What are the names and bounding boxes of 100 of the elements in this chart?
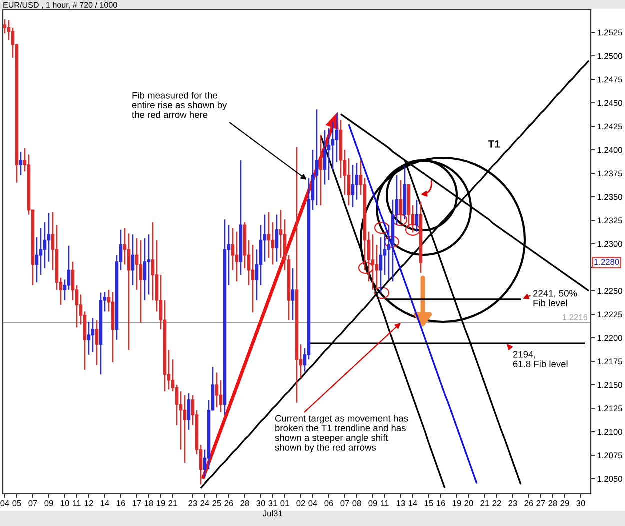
candlestick [267, 211, 271, 259]
y-tick-label: 1.2250 [598, 288, 622, 294]
x-tick-label: 02 [296, 500, 306, 506]
candlestick [235, 231, 239, 282]
candlestick [95, 320, 99, 366]
candlestick [379, 236, 383, 294]
annotation: 2241, 50% Fib level [533, 290, 578, 307]
x-tick-label: 14 [101, 500, 110, 506]
y-tick-label: 1.2150 [598, 382, 622, 388]
x-tick-label: 08 [352, 500, 362, 506]
candlestick [351, 164, 355, 208]
chart-title: EUR/USD , 1 hour, # 720 / 1000 [4, 2, 118, 9]
x-tick-label: 05 [12, 500, 22, 506]
x-tick-label: 11 [73, 500, 81, 506]
candlestick [47, 212, 51, 262]
candlestick [3, 18, 7, 34]
candlestick [415, 199, 419, 232]
candlestick [151, 222, 155, 302]
x-tick-label: 11 [381, 500, 389, 506]
candlestick [383, 234, 387, 276]
candlestick [315, 108, 319, 206]
y-tick-label: 1.2050 [598, 476, 622, 482]
x-tick-label: 31 [268, 500, 278, 506]
candlestick [19, 151, 23, 176]
candlestick [263, 214, 267, 262]
candlestick [271, 222, 275, 266]
y-tick-label: 1.2400 [598, 147, 622, 154]
x-tick-label: 23 [188, 500, 198, 506]
candlestick [7, 20, 11, 41]
x-tick-label: 30 [256, 500, 266, 506]
x-tick-label: 16 [437, 500, 446, 506]
x-tick-label: 26 [524, 500, 534, 506]
x-tick-label: 28 [548, 500, 558, 506]
y-tick-label: 1.2200 [598, 335, 622, 342]
x-tick-label: 18 [145, 500, 154, 506]
y-tick-label: 1.2375 [598, 170, 622, 177]
y-tick-label: 1.2450 [598, 100, 622, 106]
y-tick-label: 1.2425 [598, 124, 622, 130]
x-tick-label: 14 [409, 500, 418, 506]
candlestick [43, 222, 47, 270]
y-tick-label: 1.2175 [598, 358, 622, 365]
x-tick-label: 13 [397, 500, 406, 506]
candlestick [347, 158, 351, 206]
candlestick [219, 380, 223, 413]
x-tick-label: 23 [508, 500, 518, 506]
candlestick [275, 214, 279, 262]
x-tick-label: 24 [200, 500, 210, 506]
x-tick-label: 17 [133, 500, 142, 506]
x-tick-label: 19 [157, 500, 166, 506]
x-tick-label: 09 [368, 500, 378, 506]
series-label: T1 [488, 140, 500, 148]
x-tick-label: 30 [576, 500, 586, 506]
candlestick [135, 238, 139, 291]
candlestick [87, 321, 91, 356]
y-tick-label: 1.2525 [598, 30, 622, 36]
candlestick [291, 268, 295, 321]
y-tick-label: 1.2475 [598, 76, 622, 83]
candlestick [131, 234, 135, 286]
candlestick [279, 210, 283, 259]
x-tick-label: 21 [480, 500, 490, 506]
x-tick-label: 25 [212, 500, 222, 506]
candlestick [35, 236, 39, 284]
x-tick-label: 22 [492, 500, 502, 506]
x-tick-label: 27 [536, 500, 546, 506]
x-tick-label: 06 [324, 500, 334, 506]
x-tick-label: 07 [340, 500, 350, 506]
x-tick-label: 15 [425, 500, 434, 506]
x-tick-label: 09 [44, 500, 54, 506]
x-tick-label: 21 [168, 500, 178, 506]
candlestick [327, 128, 331, 181]
annotation: 2194, 61.8 Fib level [513, 351, 568, 368]
annotation: 1.2280 [594, 259, 620, 266]
candlestick [147, 234, 151, 296]
x-tick-label: 29 [560, 500, 570, 506]
candlestick [127, 233, 131, 351]
candlestick [323, 130, 327, 186]
x-tick-label: 16 [117, 500, 126, 506]
x-tick-label: 04 [0, 500, 10, 506]
candlestick [335, 112, 339, 163]
y-tick-label: 1.2100 [598, 429, 622, 436]
x-tick-label: 10 [61, 500, 70, 506]
y-tick-label: 1.2325 [598, 218, 622, 224]
candlestick [175, 384, 179, 426]
x-tick-label: 28 [240, 500, 250, 506]
candlestick [319, 134, 323, 206]
x-tick-label: 26 [224, 500, 234, 506]
annotation: Fib measured for the entire rise as shown by the red arrow here [132, 92, 228, 118]
candlestick [187, 392, 191, 431]
candlestick [355, 162, 359, 200]
candlestick [67, 245, 71, 291]
x-tick-label: 19 [453, 500, 462, 506]
y-tick-label: 1.2500 [598, 53, 622, 60]
y-tick-label: 1.2350 [598, 194, 622, 200]
candlestick [91, 318, 95, 353]
candlestick [231, 227, 235, 271]
candlestick [179, 390, 183, 450]
candlestick [183, 394, 187, 464]
candlestick [139, 240, 143, 324]
x-tick-label: 04 [308, 500, 318, 506]
y-tick-label: 1.2075 [598, 452, 622, 459]
